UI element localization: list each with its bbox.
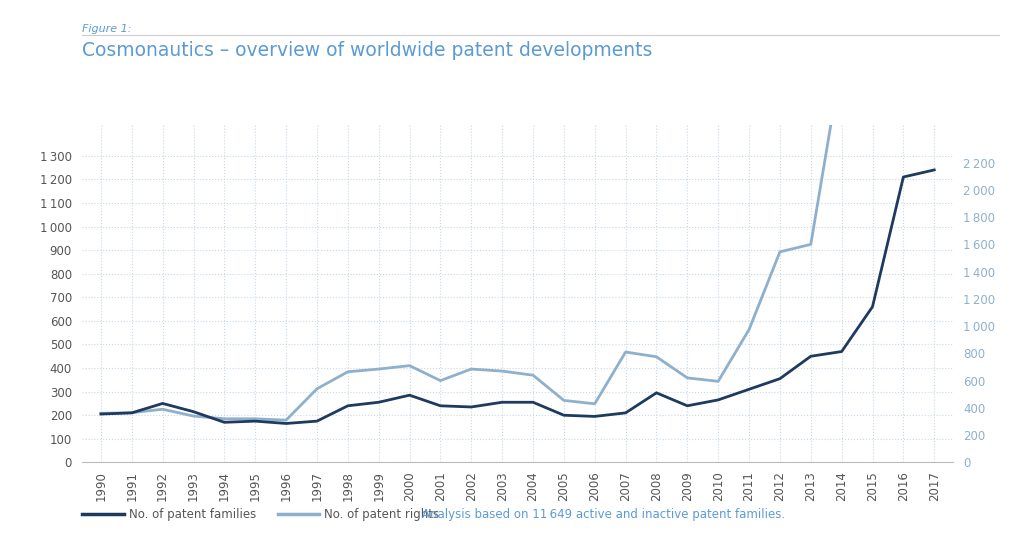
Text: No. of patent families: No. of patent families	[129, 508, 256, 521]
Text: Analysis based on 11 649 active and inactive patent families.: Analysis based on 11 649 active and inac…	[422, 508, 786, 521]
Text: Figure 1:: Figure 1:	[82, 24, 132, 34]
Text: No. of patent rights: No. of patent rights	[324, 508, 440, 521]
Text: Cosmonautics – overview of worldwide patent developments: Cosmonautics – overview of worldwide pat…	[82, 41, 653, 60]
